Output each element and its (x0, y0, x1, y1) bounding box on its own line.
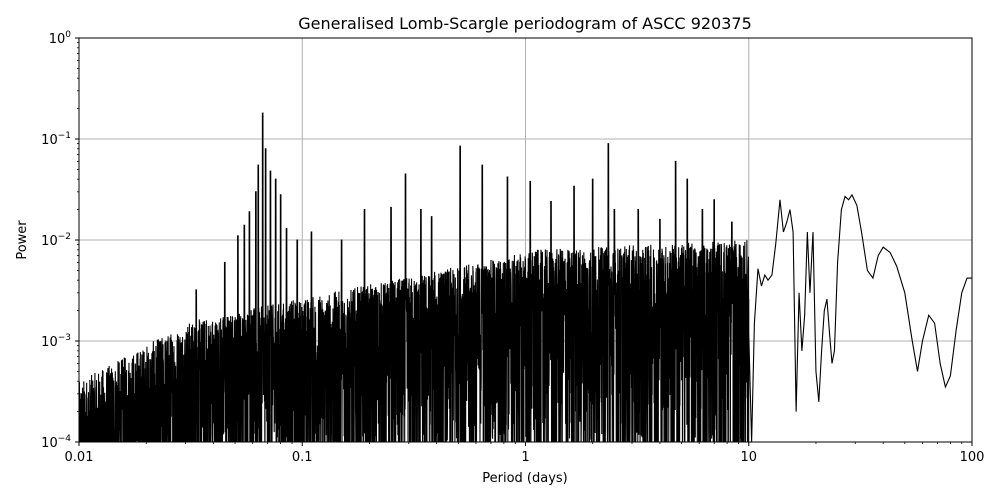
y-tick-label: 100 (49, 30, 72, 47)
chart-title: Generalised Lomb-Scargle periodogram of … (298, 14, 752, 33)
y-axis-label: Power (15, 220, 30, 260)
x-tick-label: 0.01 (65, 450, 94, 465)
x-tick-label: 1 (521, 450, 529, 465)
x-tick-label: 0.1 (292, 450, 313, 465)
series-line (79, 112, 972, 442)
y-tick-label: 10−3 (41, 333, 71, 350)
y-tick-label: 10−2 (41, 232, 71, 249)
periodogram-line (79, 112, 972, 442)
x-axis-label: Period (days) (482, 471, 568, 486)
y-axis-ticks: 10−4 10−3 10−2 10−1 100 (41, 30, 79, 451)
y-tick-label: 10−4 (41, 434, 71, 451)
x-axis-ticks: 0.01 0.1 1 10 100 (65, 442, 985, 465)
x-tick-label: 10 (740, 450, 757, 465)
x-tick-label: 100 (960, 450, 985, 465)
y-tick-label: 10−1 (41, 131, 71, 148)
